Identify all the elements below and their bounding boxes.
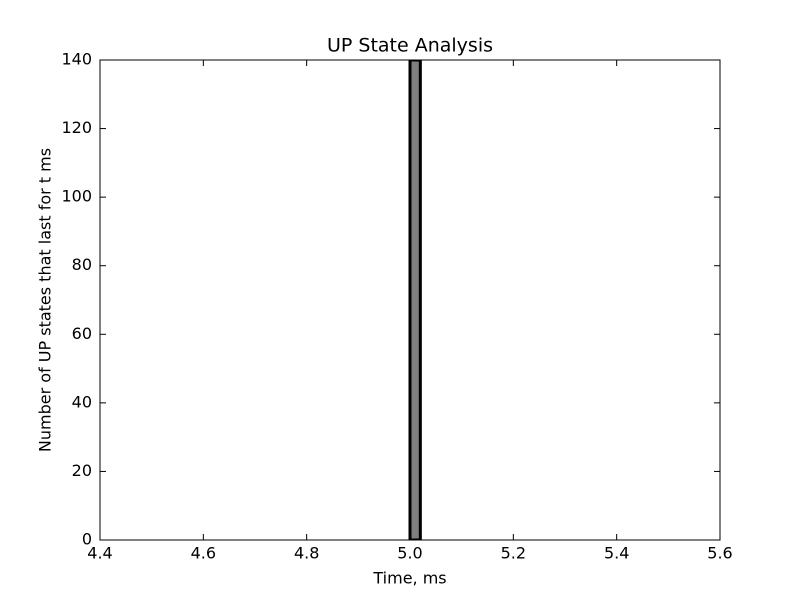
- y-tick-label: 60: [72, 324, 92, 343]
- bar: [408, 60, 422, 540]
- y-axis-label: Number of UP states that last for t ms: [36, 148, 55, 452]
- y-tick-label: 0: [82, 530, 92, 549]
- x-axis-label: Time, ms: [372, 569, 446, 588]
- chart-title: UP State Analysis: [327, 35, 493, 57]
- x-tick-label: 5.6: [707, 544, 732, 563]
- bars: [408, 60, 422, 540]
- x-tick-label: 4.4: [87, 544, 112, 563]
- y-tick-label: 120: [61, 118, 92, 137]
- x-tick-label: 5.4: [604, 544, 629, 563]
- x-tick-label: 5.2: [501, 544, 526, 563]
- y-tick-label: 20: [72, 461, 92, 480]
- y-tick-label: 40: [72, 392, 92, 411]
- y-tick-label: 80: [72, 255, 92, 274]
- y-tick-label: 140: [61, 50, 92, 69]
- x-tick-label: 4.8: [294, 544, 319, 563]
- y-tick-label: 100: [61, 187, 92, 206]
- x-tick-label: 4.6: [191, 544, 216, 563]
- x-tick-label: 5.0: [397, 544, 422, 563]
